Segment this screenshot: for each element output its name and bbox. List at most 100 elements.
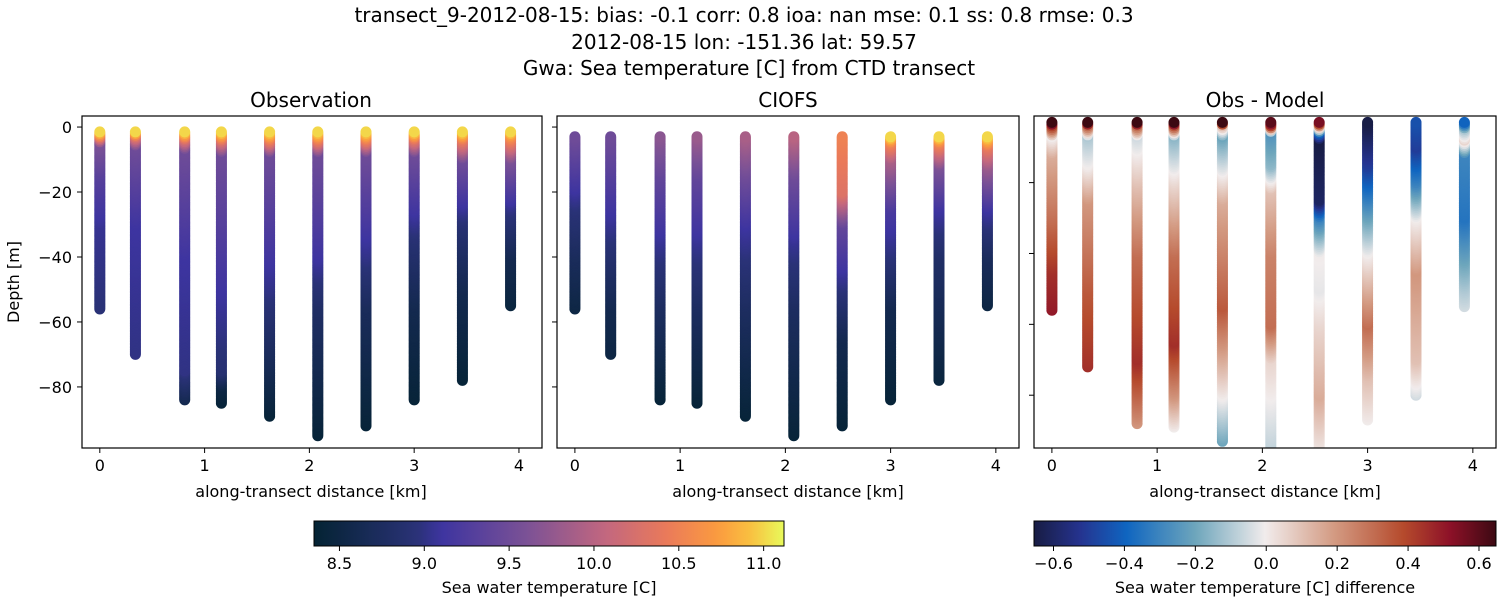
x-tick-label: 2 <box>304 456 314 475</box>
figure-title-line-2: 2012-08-15 lon: -151.36 lat: 59.57 <box>571 30 917 54</box>
station-profile-4 <box>1216 116 1228 447</box>
x-tick-label: 2 <box>780 456 790 475</box>
station-profile-3 <box>1168 116 1180 433</box>
station-profile-6 <box>836 131 848 432</box>
colorbar-tick-label: 8.5 <box>327 554 352 573</box>
panel-title-model: CIOFS <box>758 88 817 112</box>
station-profile-3 <box>691 131 703 409</box>
station-profile-8 <box>1410 116 1422 401</box>
data-point <box>739 131 751 143</box>
data-point <box>1082 116 1094 128</box>
colorbar-tick-label: 0.0 <box>1254 554 1279 573</box>
station-profile-0 <box>569 131 581 315</box>
station-profile-9 <box>981 131 993 312</box>
scatter-points-model <box>569 131 993 442</box>
x-tick-label: 1 <box>200 456 210 475</box>
y-axis-label: Depth [m] <box>4 241 23 323</box>
panel-title-difference: Obs - Model <box>1206 88 1325 112</box>
data-point <box>605 131 617 143</box>
colorbar-tick-label: 9.5 <box>496 554 521 573</box>
colorbar-tick-label: 10.0 <box>576 554 612 573</box>
station-profile-9 <box>505 126 517 312</box>
scatter-points-observation <box>94 126 517 442</box>
colorbar-difference <box>1033 520 1497 547</box>
station-profile-8 <box>456 126 468 386</box>
colorbar-tick-label: 0.4 <box>1395 554 1420 573</box>
station-profile-8 <box>933 131 945 386</box>
colorbar-label-temperature: Sea water temperature [C] <box>442 578 657 597</box>
data-point <box>1410 116 1422 128</box>
data-point <box>312 126 324 138</box>
data-point <box>836 131 848 143</box>
station-profile-4 <box>739 131 751 422</box>
scatter-points-difference <box>1046 116 1470 448</box>
data-point <box>1362 116 1374 128</box>
y-tick-label: −80 <box>38 378 72 397</box>
x-tick-label: 3 <box>409 456 419 475</box>
data-point <box>788 131 800 143</box>
data-point <box>505 126 517 138</box>
data-point <box>215 126 227 138</box>
colorbar-tick-label: 9.0 <box>412 554 437 573</box>
axes-frame-model <box>556 115 1020 449</box>
x-tick-label: 4 <box>991 456 1001 475</box>
station-profile-6 <box>1313 116 1325 448</box>
station-profile-6 <box>360 126 372 432</box>
data-point <box>569 131 581 143</box>
data-point <box>691 131 703 143</box>
station-profile-0 <box>1046 116 1058 316</box>
x-tick-label: 0 <box>570 456 580 475</box>
data-point <box>981 131 993 143</box>
x-axis-label-difference: along-transect distance [km] <box>1149 482 1380 501</box>
data-point <box>129 126 141 138</box>
y-tick-label: 0 <box>62 118 72 137</box>
colorbar-label-difference: Sea water temperature [C] difference <box>1115 578 1415 597</box>
x-tick-label: 4 <box>1468 456 1478 475</box>
data-point <box>1168 116 1180 128</box>
data-point <box>1313 116 1325 128</box>
y-tick-label: −40 <box>38 248 72 267</box>
data-point <box>885 131 897 143</box>
x-tick-label: 1 <box>675 456 685 475</box>
station-profile-7 <box>885 131 897 406</box>
station-profile-1 <box>1082 116 1094 373</box>
station-profile-2 <box>1131 116 1143 430</box>
x-tick-label: 0 <box>95 456 105 475</box>
colorbar-tick-label: 0.6 <box>1466 554 1491 573</box>
colorbar-tick-label: 11.0 <box>746 554 782 573</box>
colorbar-tick-label: −0.2 <box>1176 554 1215 573</box>
data-point <box>360 126 372 138</box>
data-point <box>1046 116 1058 128</box>
x-tick-label: 3 <box>886 456 896 475</box>
station-profile-2 <box>654 131 666 406</box>
data-point <box>456 126 468 138</box>
axes-frame-difference <box>1033 115 1497 449</box>
colorbar-tick-label: 0.2 <box>1324 554 1349 573</box>
station-profile-7 <box>408 126 420 406</box>
data-point <box>264 126 276 138</box>
data-point <box>94 126 106 138</box>
x-tick-label: 3 <box>1363 456 1373 475</box>
data-point <box>1265 116 1277 128</box>
x-tick-label: 2 <box>1257 456 1267 475</box>
colorbar-temperature <box>313 520 785 547</box>
data-point <box>179 126 191 138</box>
station-profile-4 <box>264 126 276 422</box>
x-tick-label: 1 <box>1152 456 1162 475</box>
station-profile-1 <box>129 126 141 360</box>
x-tick-label: 0 <box>1047 456 1057 475</box>
data-point <box>1131 116 1143 128</box>
station-profile-2 <box>179 126 191 406</box>
data-point <box>1216 116 1228 128</box>
y-tick-label: −60 <box>38 313 72 332</box>
panel-title-observation: Observation <box>250 88 372 112</box>
x-tick-label: 4 <box>514 456 524 475</box>
axes-frame-observation <box>81 115 543 449</box>
figure-title-line-1: transect_9-2012-08-15: bias: -0.1 corr: … <box>354 3 1133 27</box>
station-profile-5 <box>788 131 800 442</box>
colorbar-tick-label: −0.6 <box>1034 554 1073 573</box>
figure-title-line-3: Gwa: Sea temperature [C] from CTD transe… <box>523 56 975 80</box>
y-tick-label: −20 <box>38 183 72 202</box>
x-axis-label-model: along-transect distance [km] <box>672 482 903 501</box>
